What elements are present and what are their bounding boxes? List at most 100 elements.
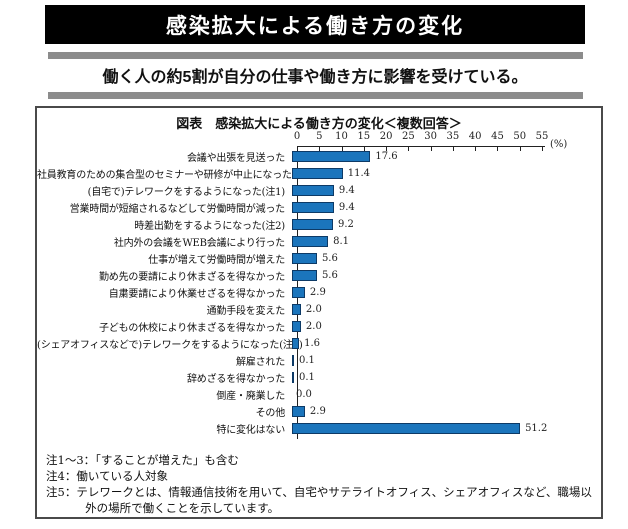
axis-tick-mark [408, 146, 410, 151]
bar-row: 子どもの休校により休まざるを得なかった 2.0 [37, 318, 601, 335]
bar-chart: 会議や出張を見送った 17.6 社員教育のための集合型のセミナーや研修が中止になった… [37, 148, 601, 437]
axis-tick-label: 10 [335, 131, 348, 142]
bar-track: 9.4 [291, 182, 601, 199]
bar-label: 時差出勤をするようになった(注2) [134, 221, 285, 232]
axis-tick-label: 40 [468, 131, 482, 142]
axis-tick-label: 45 [491, 131, 504, 142]
bar-value: 17.6 [375, 151, 398, 162]
axis-tick-label: 15 [357, 131, 371, 142]
bar-value: 9.4 [338, 185, 355, 196]
bar-row: 会議や出張を見送った 17.6 [37, 148, 601, 165]
axis-tick-mark [452, 146, 454, 151]
bar-label: 辞めざるを得なかった [187, 374, 285, 385]
note-3: 注5：テレワークとは、情報通信技術を用いて、自宅やサテライトオフィス、シェアオフ… [46, 485, 592, 515]
bar [292, 355, 294, 366]
figure-box: 図表 感染拡大による働き方の変化＜複数回答＞ (%) 会議や出張を見送った 17.… [35, 106, 603, 519]
bar-track: 51.2 [291, 420, 601, 437]
bar-row: 社内外の会議をWEB会議により行った 8.1 [37, 233, 601, 250]
bar-track: 1.6 [291, 335, 601, 352]
axis-tick-label: 25 [401, 131, 415, 142]
axis-tick-mark [363, 146, 365, 151]
bar-row: その他 2.9 [37, 403, 601, 420]
bar-row: 特に変化はない 51.2 [37, 420, 601, 437]
bar-row: 倒産・廃業した 0.0 [37, 386, 601, 403]
bar-row: 営業時間が短縮されるなどして労働時間が減った 9.4 [37, 199, 601, 216]
bar-value: 2.0 [305, 304, 322, 315]
bar-track: 2.9 [291, 284, 601, 301]
axis-tick-label: 30 [424, 131, 437, 142]
bar-track: 17.6 [291, 148, 601, 165]
bar-label: 特に変化はない [216, 425, 285, 436]
bar [292, 321, 301, 332]
bar-row: 辞めざるを得なかった 0.1 [37, 369, 601, 386]
bar-track: 5.6 [291, 267, 601, 284]
bar-row: 社員教育のための集合型のセミナーや研修が中止になった 11.4 [37, 165, 601, 182]
bar-track: 2.0 [291, 318, 601, 335]
bar-value: 2.9 [309, 287, 326, 298]
bar-track: 8.1 [291, 233, 601, 250]
bar [292, 202, 334, 213]
bar-value: 0.1 [299, 372, 315, 383]
bar-value: 5.6 [321, 270, 338, 281]
bar-value: 0.0 [296, 389, 312, 400]
divider-rule-bottom [48, 92, 583, 99]
bar-value: 51.2 [525, 423, 548, 434]
bar-row: 解雇された 0.1 [37, 352, 601, 369]
bar-row: (自宅で)テレワークをするようになった(注1) 9.4 [37, 182, 601, 199]
bar [292, 236, 329, 247]
bar-label: その他 [255, 408, 286, 419]
axis-unit-label: (%) [550, 139, 568, 150]
axis-tick-mark [430, 146, 432, 151]
bar [292, 185, 334, 196]
bar-value: 9.2 [337, 219, 354, 230]
bar-row: 通勤手段を変えた 2.0 [37, 301, 601, 318]
bar [292, 423, 521, 434]
bar [292, 168, 343, 179]
bar-value: 8.1 [333, 236, 349, 247]
bar-value: 9.4 [338, 202, 355, 213]
page-title: 感染拡大による働き方の変化 [165, 14, 465, 38]
bar-track: 11.4 [291, 165, 601, 182]
bar [292, 372, 294, 383]
bar-label: 会議や出張を見送った [187, 153, 285, 164]
bar-row: 勤め先の要請により休まざるを得なかった 5.6 [37, 267, 601, 284]
bar-value: 0.1 [299, 355, 315, 366]
bar [292, 406, 305, 417]
bar-label: 解雇された [236, 357, 285, 368]
bar-label: 社内外の会議をWEB会議により行った [113, 238, 285, 249]
bar-label: 倒産・廃業した [216, 391, 285, 402]
axis-tick-mark [519, 146, 521, 151]
bar-track: 0.1 [291, 352, 601, 369]
bar-value: 2.0 [305, 321, 322, 332]
bar [292, 219, 333, 230]
chart-title: 図表 感染拡大による働き方の変化＜複数回答＞ [176, 116, 462, 131]
bar-row: (シェアオフィスなどで)テレワークをするようになった(注3) 1.6 [37, 335, 601, 352]
axis-tick-label: 55 [535, 131, 549, 142]
bar-track: 5.6 [291, 250, 601, 267]
bar-track: 2.0 [291, 301, 601, 318]
bar-value: 5.6 [321, 253, 338, 264]
bar-label: 通勤手段を変えた [206, 306, 286, 317]
bar-row: 仕事が増えて労働時間が増えた 5.6 [37, 250, 601, 267]
bar-label: (自宅で)テレワークをするようになった(注1) [87, 187, 286, 198]
bar-label: 仕事が増えて労働時間が増えた [148, 255, 285, 266]
axis-tick-mark [497, 146, 499, 151]
axis-tick-mark [386, 146, 388, 151]
bar-track: 0.0 [291, 386, 601, 403]
bar-label: 営業時間が短縮されるなどして労働時間が減った [69, 204, 286, 215]
bar [292, 338, 300, 349]
bar-row: 時差出勤をするようになった(注2) 9.2 [37, 216, 601, 233]
bar-track: 9.4 [291, 199, 601, 216]
bar-label: 子どもの休校により休まざるを得なかった [99, 323, 285, 334]
bar-track: 0.1 [291, 369, 601, 386]
axis-tick-label: 0 [293, 131, 301, 142]
axis-tick-mark [542, 146, 543, 151]
axis-tick-mark [319, 146, 321, 151]
axis-tick-mark [475, 146, 477, 151]
bar-track: 2.9 [291, 403, 601, 420]
axis-tick-label: 35 [446, 131, 460, 142]
bar [292, 253, 317, 264]
bar [292, 304, 301, 315]
page-subtitle: 働く人の約5割が自分の仕事や働き方に影響を受けている。 [102, 69, 528, 86]
